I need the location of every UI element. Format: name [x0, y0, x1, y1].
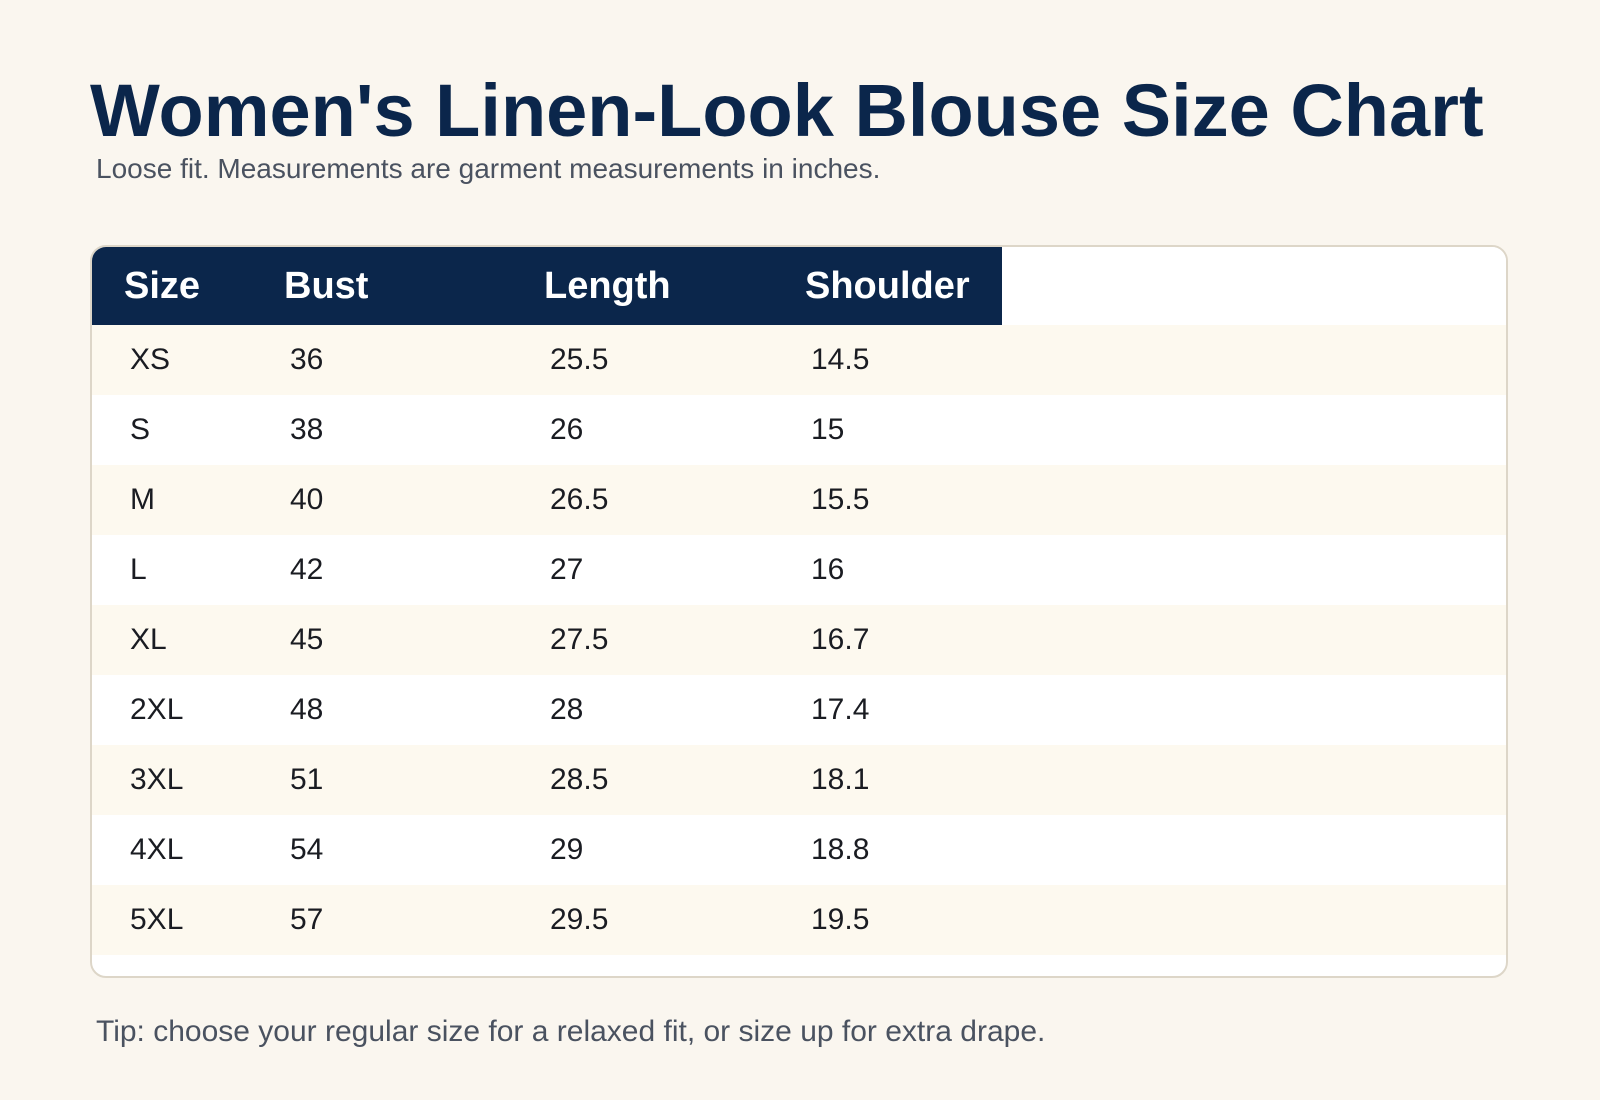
table-row: 2XL 48 28 17.4	[92, 675, 1506, 745]
cell-empty	[1002, 745, 1506, 815]
cell-length: 28	[512, 675, 773, 745]
table-row: XS 36 25.5 14.5	[92, 325, 1506, 395]
cell-size: XS	[92, 325, 252, 395]
cell-length: 29.5	[512, 885, 773, 955]
size-table: Size Bust Length Shoulder XS 36 25.5 14.…	[92, 247, 1506, 955]
cell-shoulder: 17.4	[773, 675, 1002, 745]
cell-size: 4XL	[92, 815, 252, 885]
cell-empty	[1002, 815, 1506, 885]
cell-bust: 54	[252, 815, 512, 885]
cell-empty	[1002, 395, 1506, 465]
cell-bust: 36	[252, 325, 512, 395]
cell-size: 3XL	[92, 745, 252, 815]
header-length: Length	[512, 247, 773, 325]
header-row: Size Bust Length Shoulder	[92, 247, 1506, 325]
cell-shoulder: 16	[773, 535, 1002, 605]
cell-size: XL	[92, 605, 252, 675]
cell-empty	[1002, 885, 1506, 955]
cell-empty	[1002, 675, 1506, 745]
cell-size: 2XL	[92, 675, 252, 745]
cell-length: 25.5	[512, 325, 773, 395]
cell-shoulder: 18.8	[773, 815, 1002, 885]
table-row: 3XL 51 28.5 18.1	[92, 745, 1506, 815]
cell-length: 27	[512, 535, 773, 605]
header-empty-space	[1002, 247, 1506, 325]
table-row: M 40 26.5 15.5	[92, 465, 1506, 535]
header-shoulder: Shoulder	[773, 247, 1002, 325]
page-subtitle: Loose fit. Measurements are garment meas…	[96, 153, 881, 184]
cell-shoulder: 16.7	[773, 605, 1002, 675]
page-title: Women's Linen-Look Blouse Size Chart	[90, 69, 1484, 152]
table-row: S 38 26 15	[92, 395, 1506, 465]
cell-empty	[1002, 535, 1506, 605]
table-row: XL 45 27.5 16.7	[92, 605, 1506, 675]
cell-bust: 48	[252, 675, 512, 745]
cell-bust: 51	[252, 745, 512, 815]
header-size: Size	[92, 247, 252, 325]
cell-bust: 42	[252, 535, 512, 605]
table-header: Size Bust Length Shoulder	[92, 247, 1506, 325]
fit-tip: Tip: choose your regular size for a rela…	[96, 1015, 1046, 1048]
cell-shoulder: 15.5	[773, 465, 1002, 535]
size-table-card: Size Bust Length Shoulder XS 36 25.5 14.…	[90, 245, 1508, 978]
cell-shoulder: 14.5	[773, 325, 1002, 395]
table-body: XS 36 25.5 14.5 S 38 26 15 M 40 26.5 15.…	[92, 325, 1506, 955]
cell-bust: 38	[252, 395, 512, 465]
cell-length: 27.5	[512, 605, 773, 675]
cell-size: L	[92, 535, 252, 605]
cell-bust: 40	[252, 465, 512, 535]
cell-shoulder: 15	[773, 395, 1002, 465]
cell-size: 5XL	[92, 885, 252, 955]
cell-shoulder: 19.5	[773, 885, 1002, 955]
cell-shoulder: 18.1	[773, 745, 1002, 815]
cell-length: 28.5	[512, 745, 773, 815]
cell-empty	[1002, 325, 1506, 395]
cell-size: S	[92, 395, 252, 465]
table-row: 5XL 57 29.5 19.5	[92, 885, 1506, 955]
cell-empty	[1002, 605, 1506, 675]
table-row: 4XL 54 29 18.8	[92, 815, 1506, 885]
cell-size: M	[92, 465, 252, 535]
cell-bust: 45	[252, 605, 512, 675]
cell-length: 29	[512, 815, 773, 885]
cell-length: 26.5	[512, 465, 773, 535]
table-row: L 42 27 16	[92, 535, 1506, 605]
cell-bust: 57	[252, 885, 512, 955]
cell-length: 26	[512, 395, 773, 465]
header-bust: Bust	[252, 247, 512, 325]
cell-empty	[1002, 465, 1506, 535]
